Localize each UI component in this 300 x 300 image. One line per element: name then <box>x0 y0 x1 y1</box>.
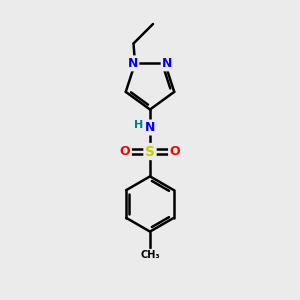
Text: N: N <box>145 121 155 134</box>
Text: S: S <box>145 145 155 158</box>
Text: O: O <box>169 145 180 158</box>
Text: N: N <box>162 57 172 70</box>
Text: N: N <box>128 57 138 70</box>
Text: H: H <box>134 120 143 130</box>
Text: CH₃: CH₃ <box>140 250 160 260</box>
Text: O: O <box>120 145 130 158</box>
